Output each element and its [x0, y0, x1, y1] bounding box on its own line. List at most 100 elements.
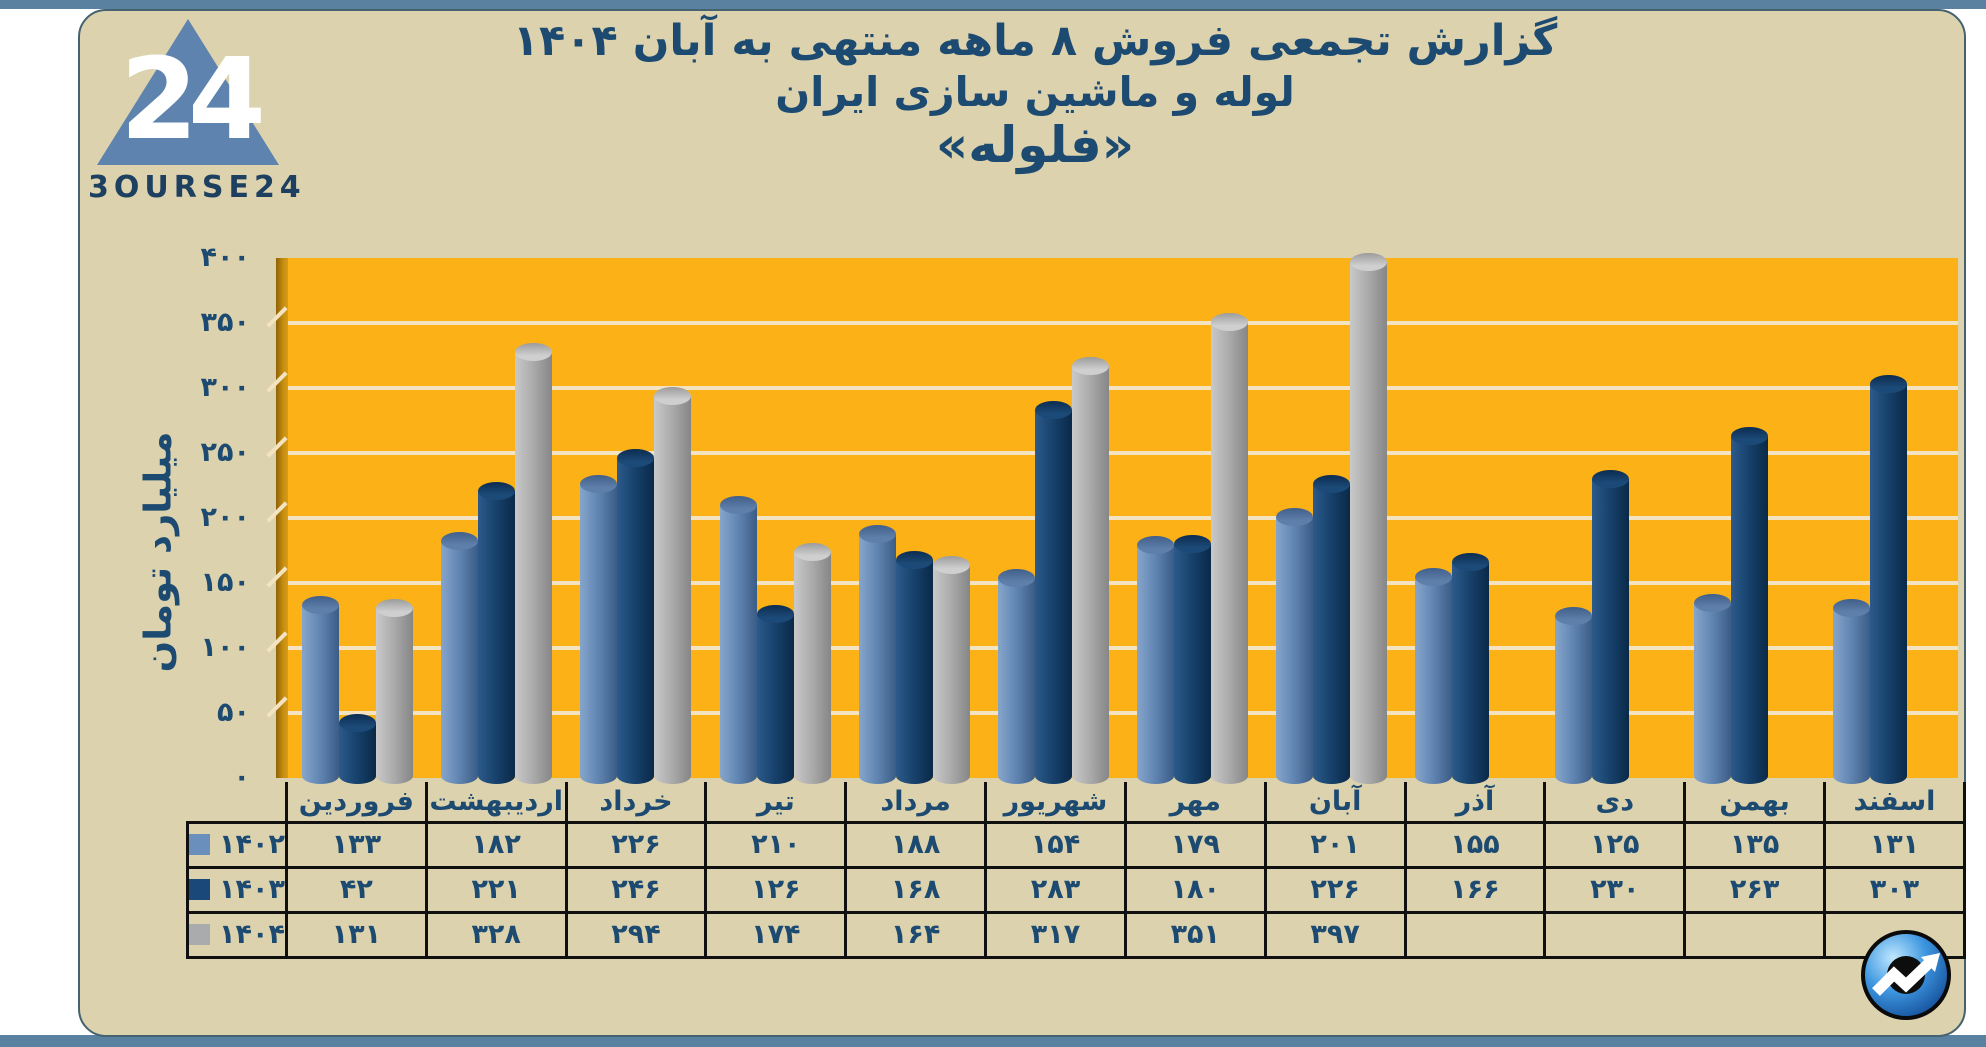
bar-1402-1 — [302, 596, 340, 784]
trend-arrow-icon — [1861, 930, 1951, 1020]
bar-top-cap — [932, 555, 970, 574]
bar-top-cap — [1071, 356, 1109, 375]
bar-1403-5 — [895, 550, 933, 784]
month-header-cell-3: خرداد — [564, 782, 708, 824]
value-cell-1403-11: ۲۶۳ — [1683, 865, 1827, 914]
month-header-cell-11: بهمن — [1683, 782, 1827, 824]
bar-1404-2 — [515, 342, 553, 784]
value-cell-1404-9 — [1403, 910, 1547, 959]
y-tick-label: ۲۵۰ — [200, 437, 250, 468]
bar-top-cap — [1137, 536, 1175, 555]
legend-cell-1403: ۱۴۰۳ — [186, 865, 288, 914]
bar-top-cap — [515, 342, 553, 361]
bar-1404-5 — [932, 555, 970, 784]
title-line-1: گزارش تجمعی فروش ۸ ماهه منتهی به آبان ۱۴… — [512, 16, 1558, 66]
value-cell-1402-1: ۱۳۳ — [284, 820, 428, 869]
value-cell-1404-2: ۳۲۸ — [424, 910, 568, 959]
bar-1404-3 — [654, 386, 692, 784]
y-tick-label: ۳۰۰ — [200, 372, 250, 403]
value-cell-1403-1: ۴۲ — [284, 865, 428, 914]
bar-top-cap — [1554, 606, 1592, 625]
bar-1403-9 — [1452, 553, 1490, 784]
value-cell-1403-9: ۱۶۶ — [1403, 865, 1547, 914]
bar-1402-5 — [858, 524, 896, 784]
bar-top-cap — [580, 475, 618, 494]
month-header-cell-1: فروردین — [284, 782, 428, 824]
value-cell-1404-5: ۱۶۴ — [844, 910, 988, 959]
value-cell-1403-6: ۲۸۳ — [984, 865, 1127, 914]
bar-1403-3 — [617, 449, 655, 784]
legend-swatch-1404 — [190, 924, 210, 945]
legend-swatch-1403 — [190, 879, 210, 900]
bar-1402-6 — [997, 568, 1035, 784]
month-header-cell-4: تیر — [704, 782, 848, 824]
bar-top-cap — [617, 449, 655, 468]
bar-top-cap — [1276, 507, 1314, 526]
value-cell-1403-5: ۱۶۸ — [844, 865, 988, 914]
legend-year-label: ۱۴۰۴ — [219, 919, 285, 950]
bourse24-logo: 24 3OURSE24 — [88, 16, 306, 216]
bar-1403-1 — [339, 714, 377, 784]
bar-top-cap — [1832, 598, 1870, 617]
value-cell-1404-6: ۳۱۷ — [984, 910, 1127, 959]
bar-top-cap — [376, 598, 414, 617]
month-header-cell-9: آذر — [1403, 782, 1547, 824]
bar-1403-10 — [1591, 470, 1629, 784]
y-tick-label: ۱۵۰ — [200, 567, 250, 598]
value-cell-1402-4: ۲۱۰ — [704, 820, 848, 869]
value-cell-1404-3: ۲۹۴ — [564, 910, 708, 959]
gridline — [288, 516, 1958, 520]
logo-wordmark: 3OURSE24 — [88, 170, 306, 205]
gridline — [288, 321, 1958, 325]
bar-top-cap — [1452, 553, 1490, 572]
month-header-cell-12: اسفند — [1823, 782, 1966, 824]
legend-year-label: ۱۴۰۲ — [219, 829, 285, 860]
bar-top-cap — [1415, 567, 1453, 586]
bar-1404-4 — [793, 542, 831, 784]
value-cell-1402-9: ۱۵۵ — [1403, 820, 1547, 869]
value-cell-1404-8: ۳۹۷ — [1263, 910, 1407, 959]
bar-1403-8 — [1313, 475, 1351, 784]
y-tick-label: ۳۵۰ — [200, 307, 250, 338]
month-header-cell-5: مرداد — [844, 782, 988, 824]
legend-swatch-1402 — [190, 834, 210, 855]
gridline — [288, 451, 1958, 455]
value-cell-1402-10: ۱۲۵ — [1543, 820, 1687, 869]
month-header-cell-2: اردیبهشت — [424, 782, 568, 824]
y-tick-label: ۵۰ — [217, 697, 250, 728]
bar-top-cap — [1730, 427, 1768, 446]
value-cell-1402-11: ۱۳۵ — [1683, 820, 1827, 869]
legend-cell-1404: ۱۴۰۴ — [186, 910, 288, 959]
bar-1402-2 — [441, 532, 479, 784]
bar-top-cap — [1034, 401, 1072, 420]
bar-top-cap — [1211, 312, 1249, 331]
value-cell-1402-2: ۱۸۲ — [424, 820, 568, 869]
gridline — [288, 711, 1958, 715]
month-header-cell-7: مهر — [1123, 782, 1267, 824]
bar-top-cap — [1313, 475, 1351, 494]
value-cell-1403-7: ۱۸۰ — [1123, 865, 1267, 914]
value-cell-1403-4: ۱۲۶ — [704, 865, 848, 914]
value-cell-1403-10: ۲۳۰ — [1543, 865, 1687, 914]
bar-top-cap — [1869, 375, 1907, 394]
value-cell-1403-3: ۲۴۶ — [564, 865, 708, 914]
title-line-2: لوله و ماشین سازی ایران — [775, 68, 1295, 116]
bar-1404-7 — [1211, 312, 1249, 784]
bar-top-cap — [997, 568, 1035, 587]
legend-cell-1402: ۱۴۰۲ — [186, 820, 288, 869]
value-cell-1402-8: ۲۰۱ — [1263, 820, 1407, 869]
bar-1403-4 — [756, 605, 794, 784]
y-tick-label: ۱۰۰ — [200, 632, 250, 663]
value-cell-1403-12: ۳۰۳ — [1823, 865, 1966, 914]
y-tick-label: ۴۰۰ — [200, 242, 250, 273]
bar-top-cap — [1693, 593, 1731, 612]
plot-3d-wall — [276, 258, 288, 778]
value-cell-1402-5: ۱۸۸ — [844, 820, 988, 869]
bar-top-cap — [793, 542, 831, 561]
bottom-frame-strip — [0, 1035, 1986, 1047]
bar-1402-8 — [1276, 507, 1314, 784]
y-tick-label: ۰ — [233, 762, 250, 793]
plot-area — [288, 252, 1958, 784]
bar-1402-12 — [1832, 598, 1870, 784]
